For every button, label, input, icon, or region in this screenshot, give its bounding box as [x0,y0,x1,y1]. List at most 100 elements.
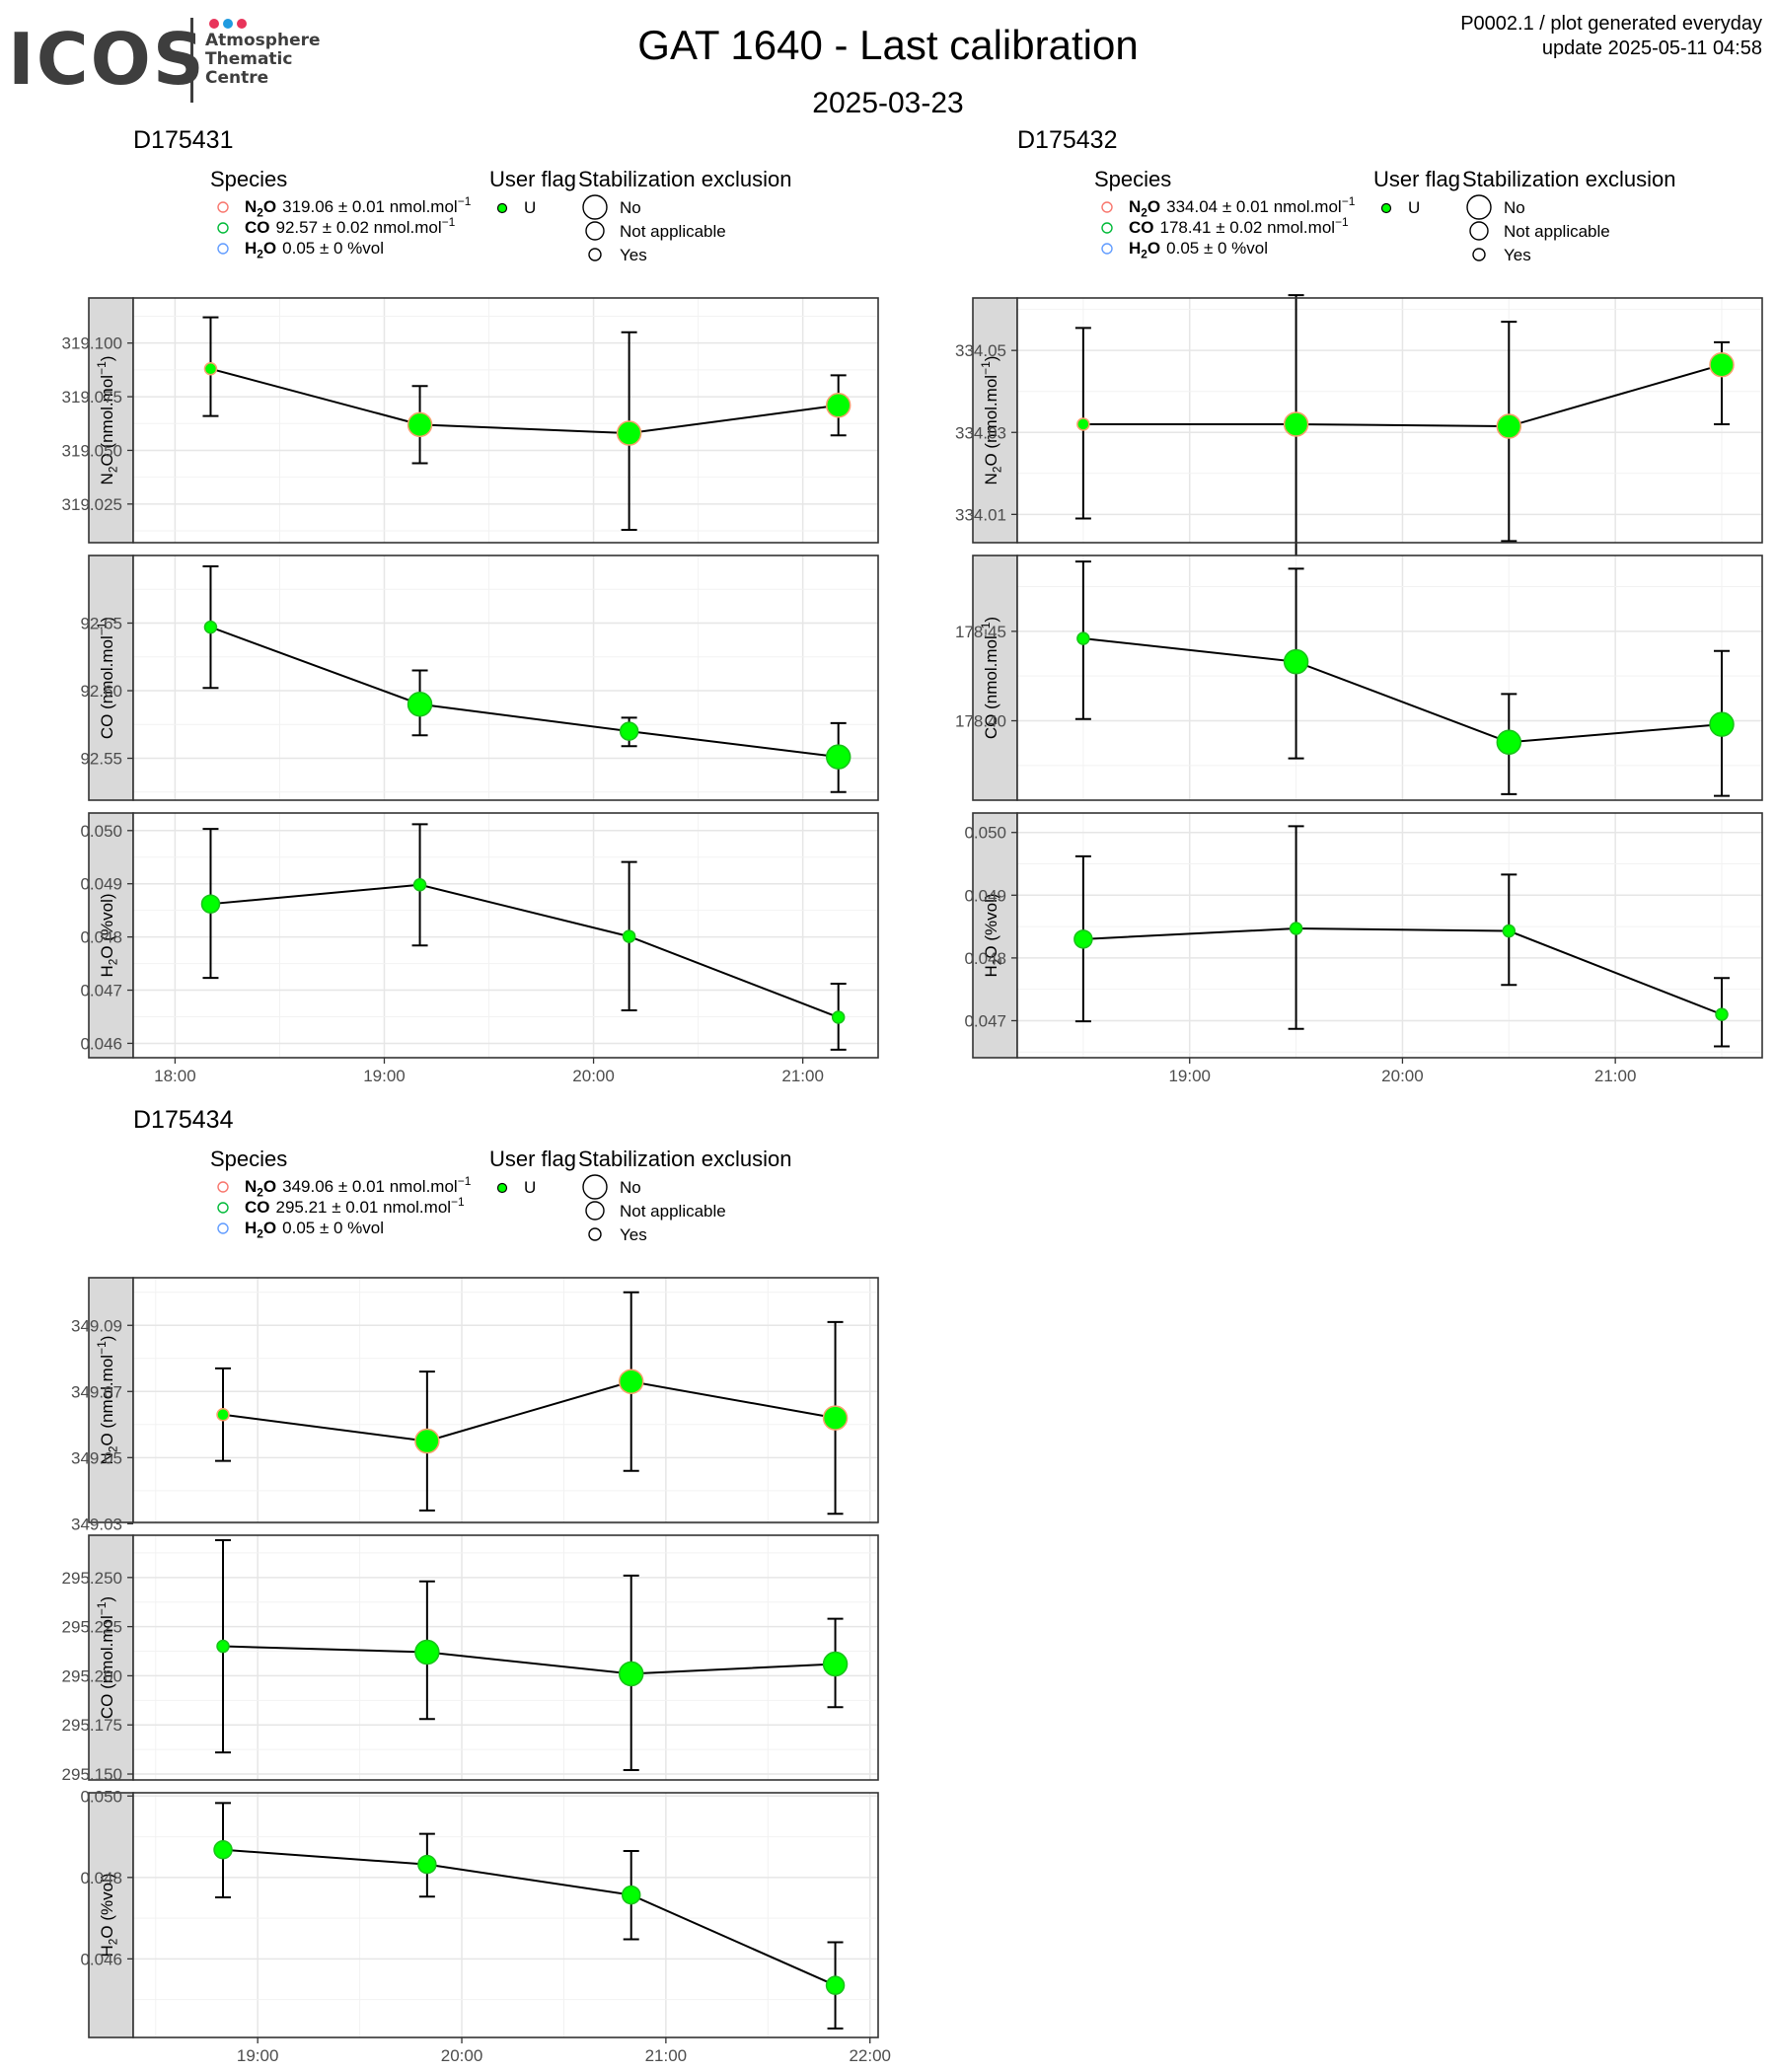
legend-stab-label: Not applicable [1504,222,1610,241]
y-tick-label: 178.45 [955,623,1006,641]
formula-part: O [982,453,1000,466]
y-tick-label: 0.048 [80,1869,122,1887]
y-axis-label-unit: (nmol.mol [98,635,116,713]
data-point [1076,417,1090,431]
y-tick-label: 334.01 [955,505,1006,524]
legend-species-label: H2O 0.05 ± 0 %vol [245,1219,384,1240]
logo-dot [209,19,219,29]
legend-stab-swatch [1472,248,1486,261]
x-tick-label: 19:00 [1168,1067,1211,1085]
legend-species-label: H2O 0.05 ± 0 %vol [245,239,384,260]
data-point [1496,729,1522,756]
legend-species-swatch [217,243,229,255]
series-line [1082,927,1723,1016]
subscript: 2 [106,466,119,473]
legend-unit-exponent: −1 [1335,215,1349,229]
panel-background [133,1278,878,1522]
formula-part: H [245,239,257,258]
y-tick-label: 349.07 [71,1382,122,1401]
formula-part: O [263,239,276,258]
data-point [618,1661,644,1687]
formula-part: O [263,1177,276,1196]
legend-flag-title: User flag [1373,167,1460,191]
data-point [822,1405,849,1431]
x-tick-label: 18:00 [154,1067,196,1085]
y-tick-label: 0.046 [80,1950,122,1968]
y-axis-label: N2O (nmol.mol−1) [95,1336,119,1465]
formula-part: N [245,1177,257,1196]
data-point [200,894,221,914]
panel-border [132,1792,879,2038]
legend-stab-swatch [585,1201,605,1221]
formula-part: H [1129,239,1141,258]
logo-dot [237,19,247,29]
series-line [1082,363,1723,428]
formula-part: H [98,1945,116,1957]
panel-background [133,1793,878,2037]
x-tick-label: 19:00 [363,1067,406,1085]
y-axis-label-unit: (%vol) [98,1873,116,1925]
subscript: 2 [257,247,263,260]
formula-part: O [98,1925,116,1938]
series-line [210,626,839,759]
y-tick-label: 0.050 [964,824,1006,843]
y-axis-label: H2O (%vol) [98,893,119,977]
data-point [831,1010,846,1024]
formula-part: O [98,1433,116,1445]
formula-part: N [245,197,257,216]
legend-flag-title: User flag [489,167,576,191]
y-axis-label: H2O (%vol) [98,1873,119,1957]
logo-tagline-line: Thematic [205,49,293,69]
formula-part: N [1129,197,1141,216]
panel-strip [88,555,134,801]
subscript: 2 [106,1938,119,1945]
legend-unit-exponent: −1 [458,1174,472,1188]
y-tick-label: 295.150 [62,1765,122,1784]
chart-title: D175434 [133,1106,234,1134]
page-title: GAT 1640 - Last calibration [637,22,1139,68]
formula-part: H [245,1219,257,1237]
y-axis-label-unit: (nmol.mol [982,375,1000,453]
legend-unit-exponent: −1 [451,1195,465,1209]
y-tick-label: 295.250 [62,1569,122,1588]
legend-species-value: 319.06 ± 0.01 nmol.mol [282,197,458,216]
subscript: 2 [1141,205,1147,219]
legend-species-label: CO 92.57 ± 0.02 nmol.mol−1 [245,215,456,237]
formula-part: O [1147,239,1160,258]
data-point [1709,711,1735,737]
logo-tagline-line: Centre [205,68,269,88]
legend-species-swatch [217,222,229,234]
formula-part: N [982,473,1000,484]
panel-background [133,1535,878,1780]
panel-CO: CO (nmol.mol−1) 92.55 92.60 92.65 [80,555,879,801]
formula-part: H [982,965,1000,977]
y-tick-label: 0.049 [80,875,122,894]
x-tick-label: 21:00 [1594,1067,1637,1085]
data-point [414,1428,440,1454]
y-axis-label: CO (nmol.mol−1) [95,617,116,739]
legend-flag-swatch [1380,202,1392,214]
legend-species-value: 0.05 ± 0 %vol [282,1219,384,1237]
legend-stab-swatch [582,194,608,220]
logo-tagline-line: Atmosphere [205,31,321,50]
y-tick-label: 349.03 [71,1515,122,1533]
legend-stab-label: Yes [1504,246,1531,264]
y-tick-label: 0.050 [80,822,122,841]
subscript: 2 [106,958,119,965]
y-tick-label: 0.049 [964,886,1006,905]
y-axis-label-unit: (nmol.mol [982,635,1000,713]
data-point [822,1651,849,1677]
legend-stab-title: Stabilization exclusion [578,1147,791,1171]
y-axis-label: H2O (%vol) [982,893,1003,977]
legend-stab-swatch [588,248,602,261]
panel-border [1016,555,1763,801]
legend-species-label: H2O 0.05 ± 0 %vol [1129,239,1268,260]
y-tick-label: 334.05 [955,341,1006,360]
data-point [216,1639,230,1654]
legend-stab-label: Yes [620,1225,647,1244]
y-tick-label: 0.048 [80,928,122,947]
